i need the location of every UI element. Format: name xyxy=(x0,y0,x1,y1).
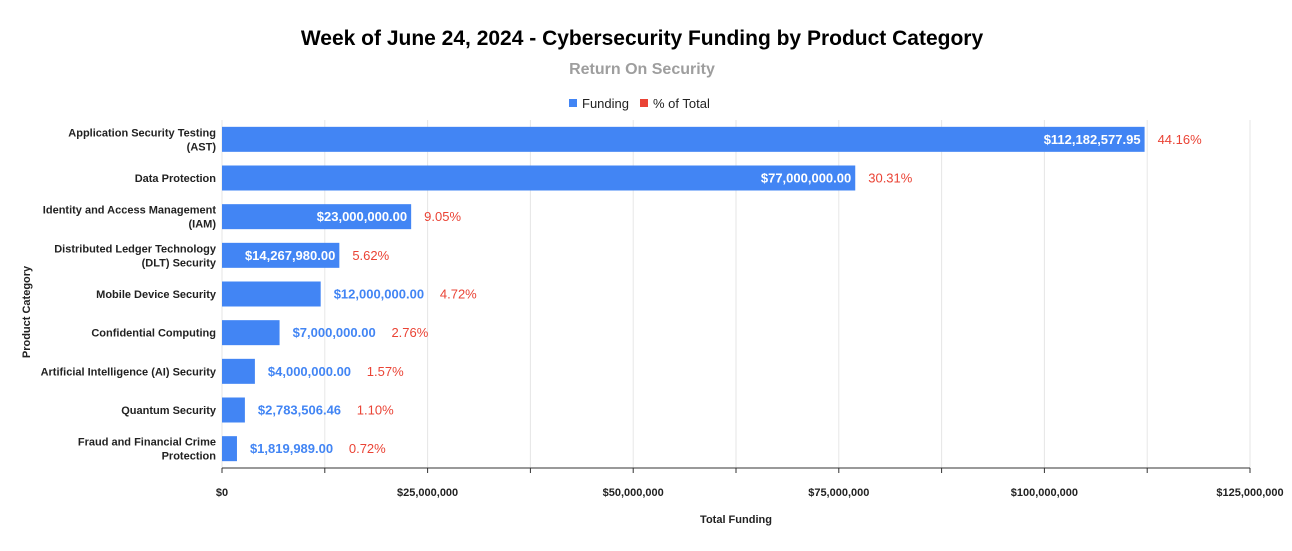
chart-subtitle: Return On Security xyxy=(569,61,715,78)
legend-swatch-percent xyxy=(640,99,648,107)
y-tick-label: Mobile Device Security xyxy=(96,289,217,301)
percent-value-label: 0.72% xyxy=(349,441,386,456)
legend: Funding % of Total xyxy=(569,96,710,111)
funding-value-label: $77,000,000.00 xyxy=(761,171,851,186)
x-axis-title: Total Funding xyxy=(700,514,772,526)
x-tick-label: $0 xyxy=(216,487,228,499)
y-tick-label: Fraud and Financial Crime Protection xyxy=(78,437,216,463)
y-tick-label: Artificial Intelligence (AI) Security xyxy=(41,366,217,378)
funding-bar xyxy=(222,320,280,346)
legend-swatch-funding xyxy=(569,99,577,107)
x-tick-label: $25,000,000 xyxy=(397,487,458,499)
y-axis-title: Product Category xyxy=(21,265,33,358)
funding-value-label: $14,267,980.00 xyxy=(245,248,335,263)
x-tick-label: $100,000,000 xyxy=(1011,487,1078,499)
funding-value-label: $2,783,506.46 xyxy=(258,403,341,418)
funding-bar xyxy=(222,281,321,307)
percent-value-label: 9.05% xyxy=(424,209,461,224)
funding-value-label: $12,000,000.00 xyxy=(334,287,424,302)
y-tick-label: Application Security Testing (AST) xyxy=(68,127,216,153)
funding-bar xyxy=(222,436,237,462)
legend-label-percent: % of Total xyxy=(653,96,710,111)
y-tick-label: Distributed Ledger Technology (DLT) Secur… xyxy=(54,243,217,269)
x-tick-label: $50,000,000 xyxy=(603,487,664,499)
y-tick-label: Data Protection xyxy=(135,173,217,185)
funding-bar xyxy=(222,242,340,268)
funding-value-label: $1,819,989.00 xyxy=(250,441,333,456)
funding-value-label: $23,000,000.00 xyxy=(317,209,407,224)
percent-value-label: 5.62% xyxy=(352,248,389,263)
percent-value-label: 1.57% xyxy=(367,364,404,379)
percent-value-label: 2.76% xyxy=(391,325,428,340)
funding-bar xyxy=(222,204,412,230)
funding-bar xyxy=(222,358,255,384)
y-tick-label: Identity and Access Management (IAM) xyxy=(43,205,217,231)
percent-value-label: 1.10% xyxy=(357,403,394,418)
x-tick-label: $75,000,000 xyxy=(808,487,869,499)
funding-bar xyxy=(222,397,245,423)
percent-value-label: 4.72% xyxy=(440,287,477,302)
y-tick-label: Quantum Security xyxy=(121,405,217,417)
funding-value-label: $7,000,000.00 xyxy=(293,325,376,340)
percent-value-label: 44.16% xyxy=(1158,132,1203,147)
legend-label-funding: Funding xyxy=(582,96,629,111)
x-tick-label: $125,000,000 xyxy=(1216,487,1283,499)
funding-bar xyxy=(222,165,856,191)
chart-title: Week of June 24, 2024 - Cybersecurity Fu… xyxy=(301,27,984,50)
percent-value-label: 30.31% xyxy=(868,171,913,186)
funding-value-label: $112,182,577.95 xyxy=(1044,132,1141,147)
funding-bar xyxy=(222,126,1145,152)
y-tick-label: Confidential Computing xyxy=(91,328,216,340)
funding-value-label: $4,000,000.00 xyxy=(268,364,351,379)
